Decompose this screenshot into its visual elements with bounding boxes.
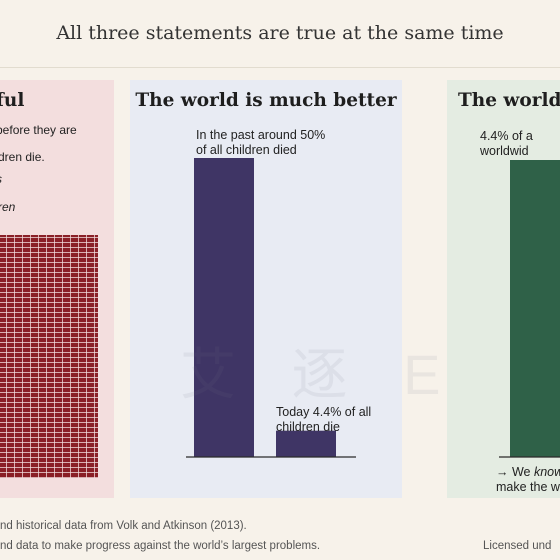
- annotation-today-line-2: children die: [276, 420, 340, 434]
- bar-today: [276, 430, 336, 457]
- footer-license: Licensed und: [483, 540, 552, 552]
- panel-italic-line-3: ildren: [0, 200, 16, 214]
- chart-title: All three statements are true at the sam…: [56, 22, 504, 44]
- header-divider: [0, 67, 560, 68]
- panel-text-line-1: e before they are: [0, 123, 77, 137]
- child-mortality-bar-chart: In the past around 50% of all children d…: [186, 128, 371, 458]
- right-note-line-2: make the w: [496, 480, 560, 494]
- today-bar-chart: 4.4% of a worldwid → We know make the w: [479, 129, 560, 494]
- panel-can-be-better: The world c 4.4% of a worldwid → We know…: [447, 80, 560, 498]
- today-bar-enlarged: [510, 160, 560, 457]
- children-icon-grid: [0, 235, 98, 478]
- right-label-line-2: worldwid: [479, 144, 529, 158]
- right-note-line-1: → We know: [496, 465, 560, 479]
- panel-italic-line-1: nts: [0, 172, 2, 186]
- annotation-past-line-2: of all children died: [196, 143, 297, 157]
- panel-heading-much-better: The world is much better: [135, 90, 397, 111]
- annotation-past-line-1: In the past around 50%: [196, 128, 325, 142]
- panel-heading-can-be-better: The world c: [458, 90, 560, 111]
- panel-awful: awful e before they are hildren die. nts…: [0, 80, 114, 498]
- panel-much-better: The world is much better In the past aro…: [130, 80, 402, 498]
- annotation-today-line-1: Today 4.4% of all: [276, 405, 371, 419]
- footer-purpose: nd data to make progress against the wor…: [0, 540, 321, 552]
- panel-heading-awful: awful: [0, 90, 25, 111]
- watermark: 艾 逐 E: [180, 343, 461, 406]
- bar-in-the-past: [194, 158, 254, 457]
- right-label-line-1: 4.4% of a: [480, 129, 533, 143]
- footer-source: nd historical data from Volk and Atkinso…: [0, 520, 247, 532]
- panel-text-line-2: hildren die.: [0, 150, 45, 164]
